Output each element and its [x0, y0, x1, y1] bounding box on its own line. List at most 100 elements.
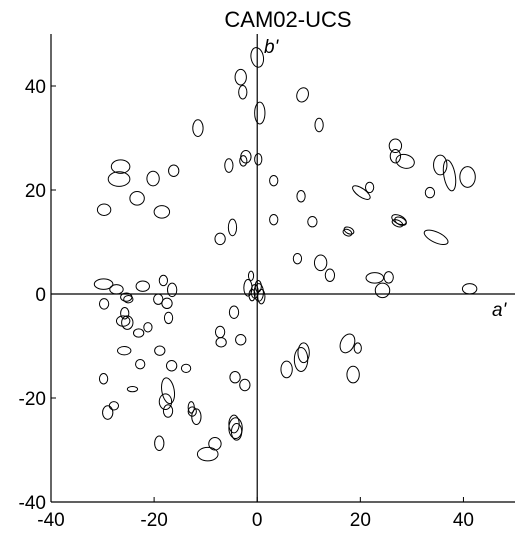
color-ellipse [121, 315, 134, 330]
x-tick-label: 20 [350, 510, 371, 531]
color-ellipse [395, 153, 415, 169]
color-ellipse [228, 305, 240, 319]
color-ellipse [108, 401, 120, 411]
color-ellipse [107, 171, 131, 187]
color-ellipse [297, 342, 310, 364]
color-ellipse [120, 307, 130, 320]
color-ellipse [296, 87, 309, 103]
color-ellipse [388, 138, 403, 154]
color-ellipse [158, 393, 173, 410]
color-ellipse [230, 422, 243, 441]
y-tick-label: 20 [25, 181, 46, 202]
color-ellipse [293, 347, 309, 372]
color-ellipse [234, 68, 247, 86]
color-ellipse [191, 408, 202, 426]
x-tick-label: -40 [37, 510, 64, 531]
color-ellipse [352, 185, 371, 200]
color-ellipse [93, 278, 114, 290]
color-ellipse [314, 117, 324, 133]
color-ellipse [365, 272, 385, 284]
ellipse-series [93, 47, 478, 462]
color-ellipse [214, 232, 226, 246]
color-ellipse [98, 298, 110, 310]
color-ellipse [161, 297, 173, 310]
color-ellipse [342, 228, 353, 237]
color-ellipse [215, 337, 227, 348]
color-ellipse [165, 360, 178, 372]
axes [50, 34, 515, 503]
color-ellipse [168, 164, 180, 177]
tick-labels: -40 -20 0 20 40 -40 -20 0 20 40 [19, 77, 474, 531]
y-tick-label: 0 [35, 285, 46, 306]
color-ellipse [161, 377, 176, 405]
color-ellipse [126, 386, 139, 393]
color-ellipse [162, 404, 174, 418]
color-ellipse [394, 216, 407, 226]
color-ellipse [424, 186, 436, 199]
color-ellipse [292, 252, 303, 265]
color-ellipse [102, 405, 114, 420]
color-ellipse [187, 406, 197, 417]
color-ellipse [374, 282, 391, 299]
color-ellipse [254, 153, 263, 166]
color-ellipse [228, 417, 243, 440]
chart-title: CAM02-UCS [224, 7, 351, 32]
color-ellipse [353, 342, 362, 354]
color-ellipse [227, 218, 238, 237]
color-ellipse [154, 435, 165, 452]
color-ellipse [117, 346, 132, 356]
color-ellipse [229, 370, 241, 384]
color-ellipse [235, 334, 247, 346]
color-ellipse [238, 84, 248, 100]
color-ellipse [239, 155, 248, 167]
x-tick-label: 40 [453, 510, 474, 531]
color-ellipse [269, 213, 279, 226]
y-axis-label: b' [264, 37, 280, 58]
color-ellipse [313, 254, 328, 272]
color-ellipse [96, 203, 112, 216]
color-ellipse [247, 270, 255, 281]
color-ellipse [280, 360, 293, 379]
x-tick-label: -20 [140, 510, 167, 531]
color-ellipse [364, 181, 375, 194]
color-ellipse [269, 174, 279, 187]
color-ellipse [153, 205, 171, 219]
y-tick-label: 40 [25, 77, 46, 98]
color-ellipse [146, 170, 160, 187]
color-ellipse [339, 333, 356, 354]
color-ellipse [158, 274, 169, 287]
color-ellipse [129, 191, 145, 206]
x-axis-label: a' [492, 300, 508, 321]
color-ellipse [98, 373, 109, 385]
color-ellipse [214, 325, 226, 339]
color-ellipse [109, 284, 124, 295]
color-ellipse [250, 47, 265, 68]
color-ellipse [389, 148, 402, 164]
color-ellipse [248, 288, 256, 302]
color-ellipse [143, 322, 153, 333]
color-ellipse [239, 378, 251, 392]
x-tick-label: 0 [252, 510, 263, 531]
color-ellipse [346, 365, 360, 384]
color-ellipse [123, 295, 134, 304]
color-ellipse [110, 159, 131, 174]
color-ellipse [154, 345, 166, 356]
color-ellipse [254, 279, 262, 293]
color-ellipse [433, 154, 448, 176]
color-ellipse [307, 216, 318, 228]
y-tick-label: -40 [19, 493, 46, 514]
color-ellipse [383, 271, 394, 284]
color-ellipse [224, 158, 234, 173]
color-ellipse [442, 159, 457, 192]
color-ellipse [208, 437, 222, 451]
y-tick-label: -20 [19, 389, 46, 410]
color-ellipse [343, 226, 355, 235]
color-ellipse [180, 363, 192, 374]
color-ellipse [254, 101, 266, 125]
color-ellipse [391, 219, 404, 228]
color-ellipse [167, 282, 178, 298]
color-ellipse [192, 119, 204, 137]
color-ellipse [423, 229, 449, 246]
color-ellipse [132, 328, 145, 338]
